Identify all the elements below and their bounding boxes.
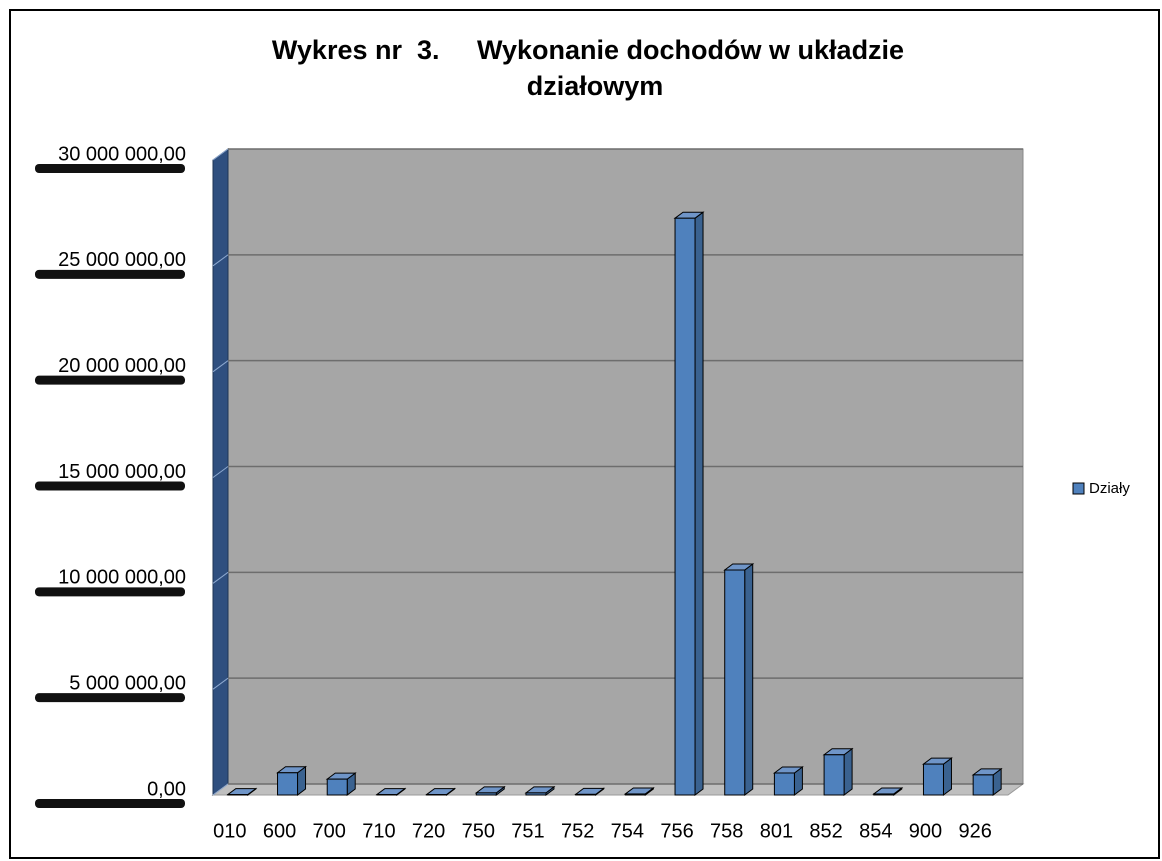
grid-line [212,466,229,478]
tick-label-shadow [35,799,185,808]
bar [674,217,696,796]
bar [624,793,646,796]
legend-swatch [1072,482,1085,495]
tick-label-shadow [35,375,185,385]
bar-side [744,562,754,796]
x-tick-label: 801 [760,820,793,842]
bar-side [694,211,704,796]
grid-line [212,677,229,690]
grid-line [212,148,229,161]
bar [525,792,547,796]
y-tick-label: 25 000 000,00 [58,249,186,271]
y-tick-label: 20 000 000,00 [58,355,186,377]
tick-label-shadow [35,481,185,491]
bar [823,754,845,796]
tick-label-shadow [35,164,185,173]
bar [575,793,597,796]
tick-label-shadow [35,693,185,703]
y-tick-label: 0,00 [147,778,186,800]
x-tick-label: 700 [313,820,346,842]
tick-label-shadow [35,587,185,597]
x-tick-label: 720 [412,820,445,842]
x-tick-label: 600 [263,820,296,842]
legend-label: Działy [1089,480,1130,497]
x-tick-label: 758 [710,820,743,842]
bar-side [843,747,853,796]
x-tick-label: 900 [909,820,942,842]
x-tick-label: 710 [362,820,395,842]
grid-line [212,254,229,267]
tick-label-shadow [35,269,185,279]
chart-title: Wykres nr 3. Wykonanie dochodów w układz… [272,35,904,65]
chart-title: działowym [527,71,664,101]
y-tick-label: 10 000 000,00 [58,567,186,589]
x-tick-label: 756 [660,820,693,842]
x-tick-label: 754 [611,820,644,842]
grid-line [212,360,229,373]
bar [873,793,895,796]
x-tick-label: 852 [809,820,842,842]
bar [724,569,746,796]
x-tick-label: 010 [213,820,246,842]
grid-line [212,571,229,584]
x-tick-label: 750 [462,820,495,842]
x-tick-label: 926 [958,820,991,842]
x-tick-label: 854 [859,820,892,842]
bar [277,772,299,796]
y-tick-label: 30 000 000,00 [58,143,186,165]
bar [773,772,795,796]
y-tick-label: 5 000 000,00 [69,672,186,694]
x-tick-label: 751 [511,820,544,842]
bar [475,792,497,796]
x-tick-label: 752 [561,820,594,842]
bar [922,763,944,796]
y-tick-label: 15 000 000,00 [58,461,186,483]
grid-line [212,783,229,796]
bar [972,774,994,796]
bar [326,778,348,796]
